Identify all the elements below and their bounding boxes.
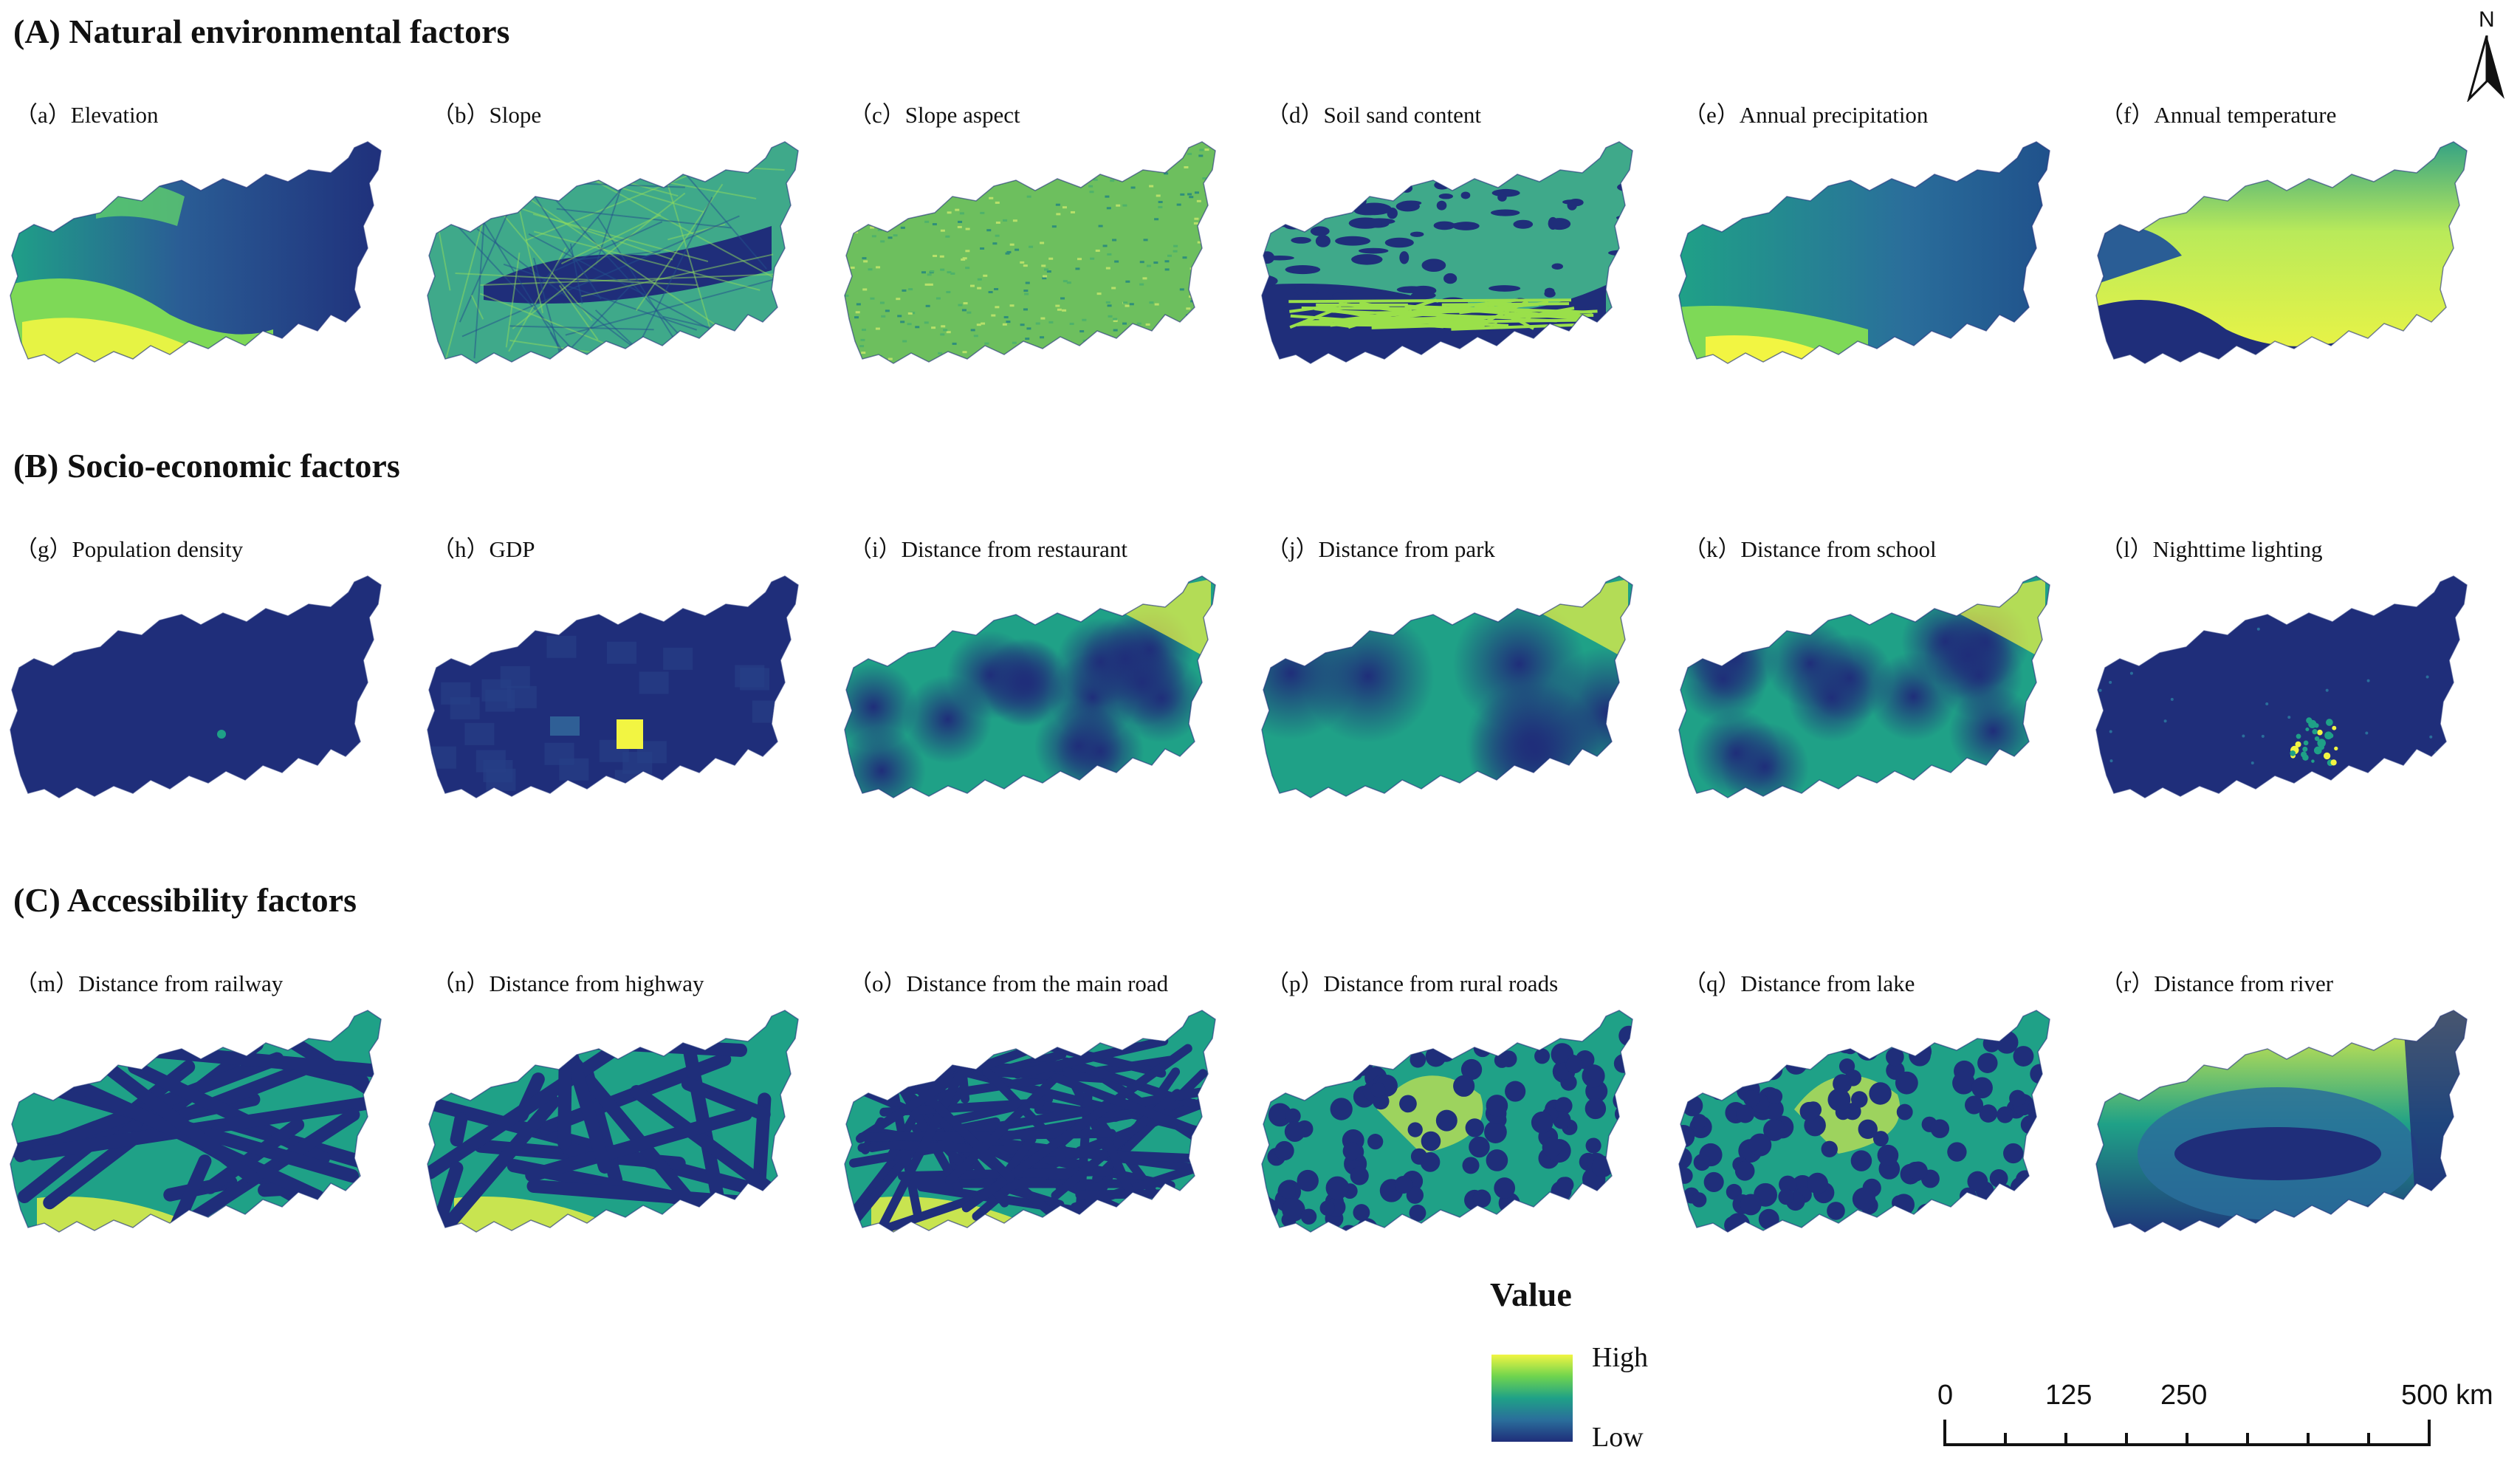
- map-panel-3: （c）Slope aspect: [842, 96, 1240, 406]
- map-panel-15: （o）Distance from the main road: [842, 965, 1240, 1275]
- legend-title: Value: [1490, 1276, 1572, 1313]
- map-panel-label: （c）Slope aspect: [849, 102, 1020, 128]
- map-raster: [1678, 141, 2050, 364]
- section-title-socio: (B) Socio-economic factors: [13, 447, 400, 485]
- map-raster: [844, 141, 1216, 364]
- map-panel-6: （f）Annual temperature: [2093, 96, 2492, 406]
- map-raster: [10, 575, 382, 798]
- map-panel-label: （n）Distance from highway: [432, 971, 704, 996]
- map-panel-9: （i）Distance from restaurant: [842, 530, 1240, 841]
- map-panel-label: （a）Elevation: [15, 102, 159, 128]
- map-raster: [2095, 575, 2468, 798]
- map-raster: [1261, 141, 1633, 364]
- map-panel-13: （m）Distance from railway: [7, 965, 406, 1275]
- map-panel-label: （b）Slope: [432, 102, 542, 128]
- map-panel-5: （e）Annual precipitation: [1676, 96, 2075, 406]
- map-panel-label: （h）GDP: [432, 536, 535, 562]
- scalebar-tick-500: 500 km: [2401, 1380, 2493, 1411]
- legend-color-ramp: [1491, 1355, 1573, 1442]
- map-panel-label: （k）Distance from school: [1683, 536, 1937, 562]
- map-panel-18: （r）Distance from river: [2093, 965, 2492, 1275]
- map-panel-4: （d）Soil sand content: [1259, 96, 1658, 406]
- map-panel-10: （j）Distance from park: [1259, 530, 1658, 841]
- map-panel-label: （p）Distance from rural roads: [1266, 971, 1559, 996]
- map-panel-17: （q）Distance from lake: [1676, 965, 2075, 1275]
- scalebar-tick-0: 0: [1937, 1380, 1954, 1411]
- map-panel-label: （l）Nighttime lighting: [2101, 536, 2323, 562]
- map-panel-label: （e）Annual precipitation: [1683, 102, 1929, 128]
- map-panel-2: （b）Slope: [425, 96, 823, 406]
- map-panel-label: （q）Distance from lake: [1683, 971, 1915, 996]
- section-title-accessibility: (C) Accessibility factors: [13, 881, 357, 919]
- map-panel-label: （f）Annual temperature: [2101, 102, 2337, 128]
- map-panel-16: （p）Distance from rural roads: [1259, 965, 1658, 1275]
- map-raster: [2095, 1010, 2468, 1233]
- map-raster: [1261, 575, 1633, 798]
- map-raster: [427, 141, 799, 364]
- legend-low-label: Low: [1592, 1422, 1644, 1453]
- map-panel-label: （r）Distance from river: [2101, 971, 2334, 996]
- map-raster: [844, 575, 1216, 798]
- map-panel-label: （i）Distance from restaurant: [849, 536, 1128, 562]
- map-panel-12: （l）Nighttime lighting: [2093, 530, 2492, 841]
- map-raster: [10, 141, 382, 364]
- map-panel-1: （a）Elevation: [7, 96, 406, 406]
- map-raster: [427, 1010, 799, 1233]
- map-panel-8: （h）GDP: [425, 530, 823, 841]
- map-raster: [1678, 1010, 2050, 1233]
- map-raster: [10, 1010, 382, 1233]
- map-raster: [2095, 141, 2468, 364]
- map-panel-7: （g）Population density: [7, 530, 406, 841]
- scalebar-tick-250: 250: [2160, 1380, 2208, 1411]
- map-raster: [427, 575, 799, 798]
- map-panel-label: （g）Population density: [15, 536, 244, 562]
- legend-high-label: High: [1592, 1342, 1648, 1373]
- map-panel-label: （j）Distance from park: [1266, 536, 1495, 562]
- map-panel-label: （d）Soil sand content: [1266, 102, 1482, 128]
- map-raster: [1678, 575, 2050, 798]
- section-title-natural: (A) Natural environmental factors: [13, 13, 510, 50]
- scalebar: [1943, 1420, 2431, 1446]
- map-raster: [1261, 1010, 1633, 1233]
- map-panel-11: （k）Distance from school: [1676, 530, 2075, 841]
- north-arrow-icon: [2467, 35, 2504, 102]
- map-panel-label: （o）Distance from the main road: [849, 971, 1169, 996]
- scalebar-tick-125: 125: [2045, 1380, 2092, 1411]
- north-arrow-label: N: [2479, 7, 2495, 32]
- map-panel-14: （n）Distance from highway: [425, 965, 823, 1275]
- map-raster: [844, 1010, 1216, 1233]
- map-panel-label: （m）Distance from railway: [15, 971, 284, 996]
